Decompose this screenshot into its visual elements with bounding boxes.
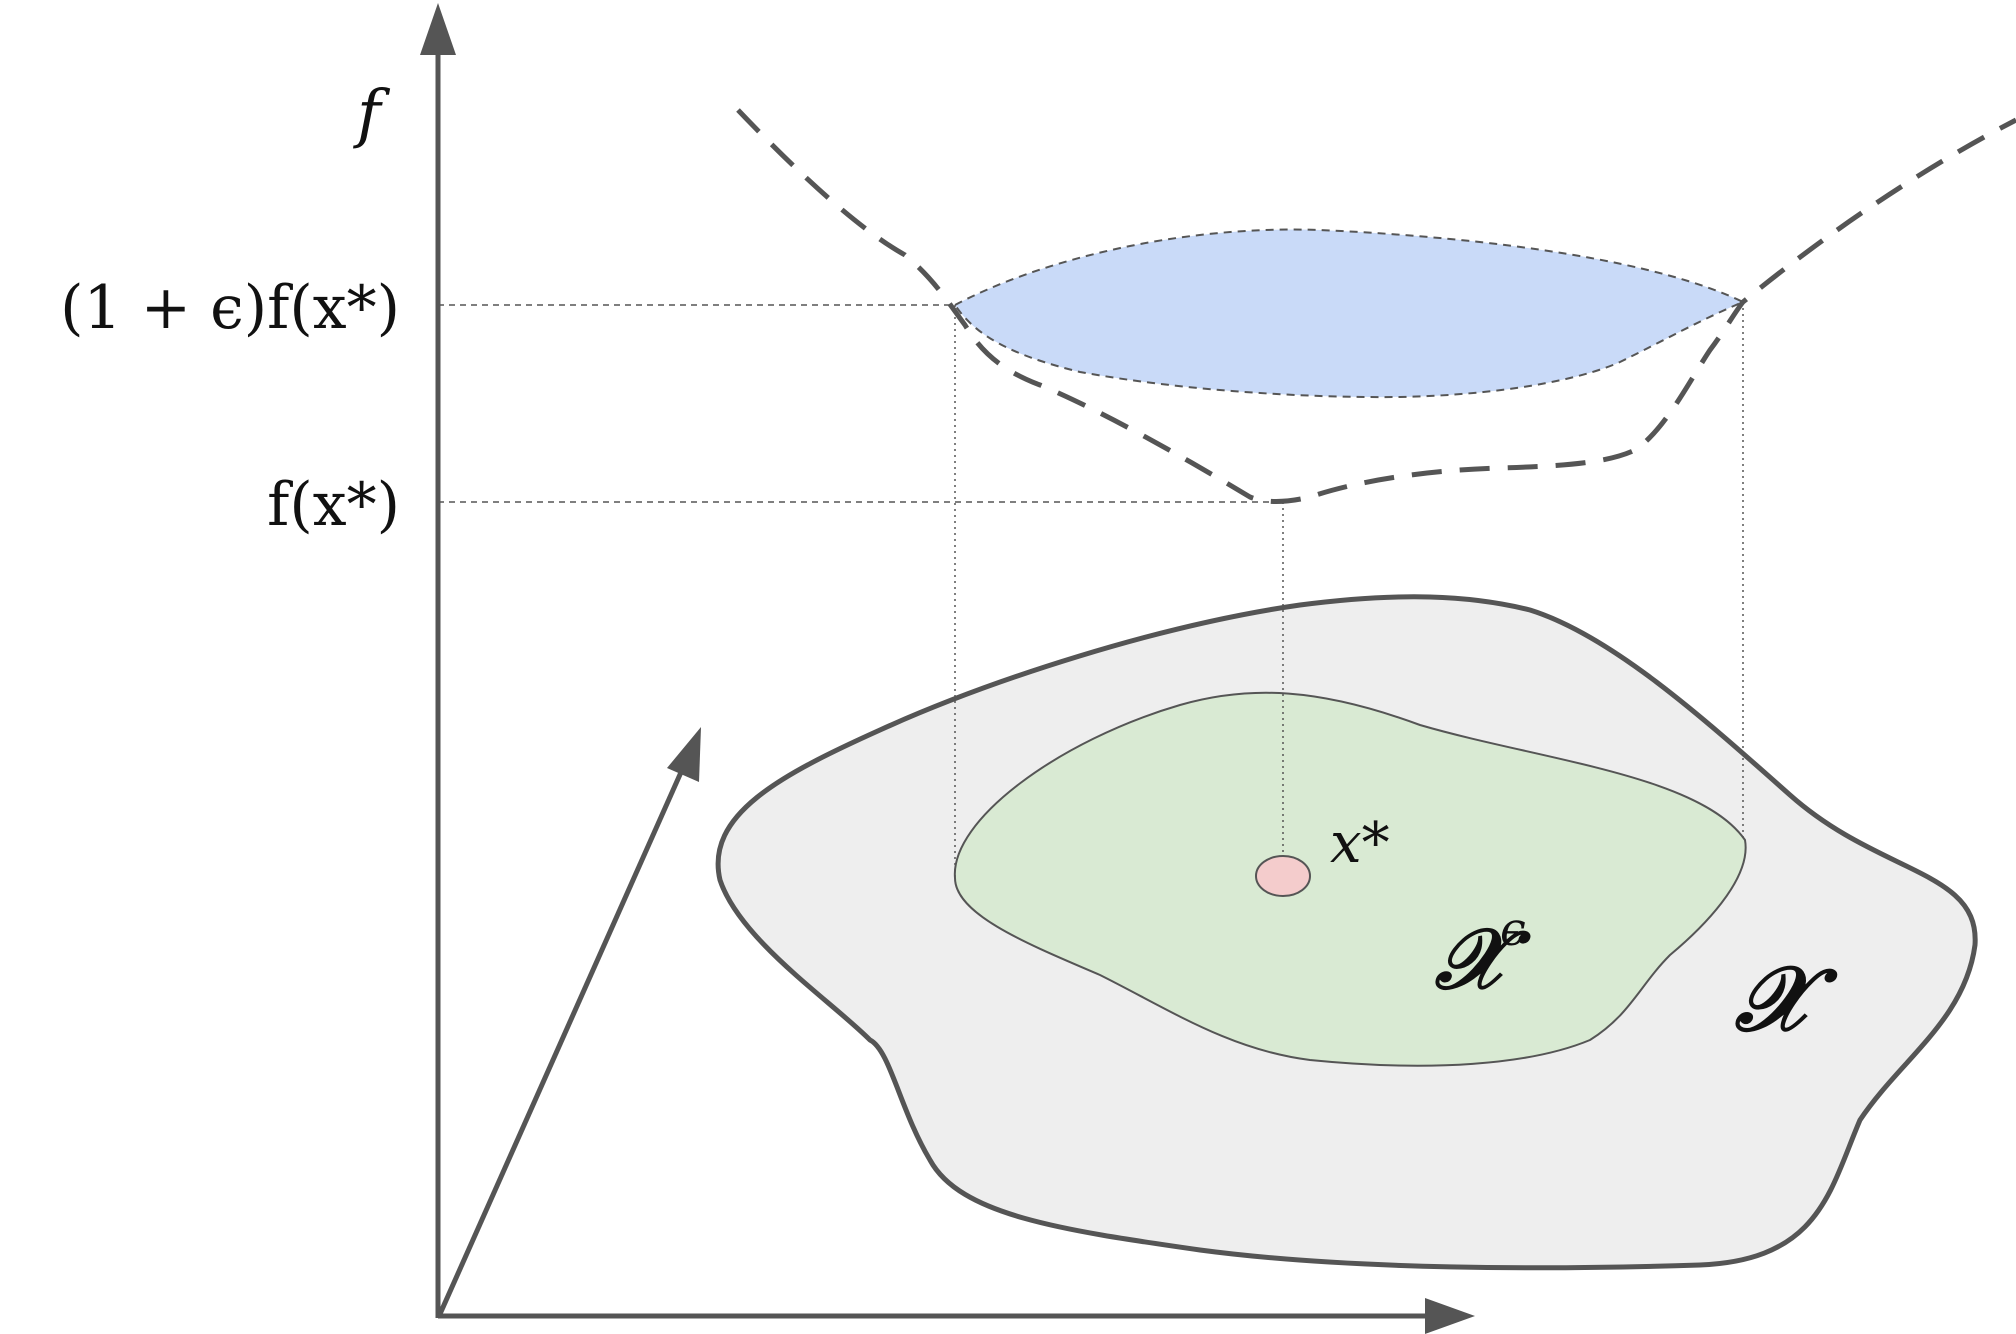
lower-level-label: f(x*) [267, 470, 400, 540]
vertical-axis-arrowhead [420, 3, 456, 55]
optimum-point-marker [1255, 855, 1311, 897]
depth-axis-arrowhead [667, 727, 701, 782]
upper-level-label: (1 + ϵ)f(x*) [60, 273, 400, 343]
sublevel-set-region [953, 691, 1747, 1067]
horizontal-axis-arrowhead [1425, 1298, 1475, 1334]
optimum-point-label: x* [1330, 811, 1390, 876]
sublevel-set-superscript: ϵ [1500, 902, 1526, 956]
depth-axis [437, 768, 685, 1316]
epsilon-level-region [953, 228, 1746, 399]
f-axis-label: f [353, 77, 391, 151]
objective-function-curve [736, 108, 2016, 504]
